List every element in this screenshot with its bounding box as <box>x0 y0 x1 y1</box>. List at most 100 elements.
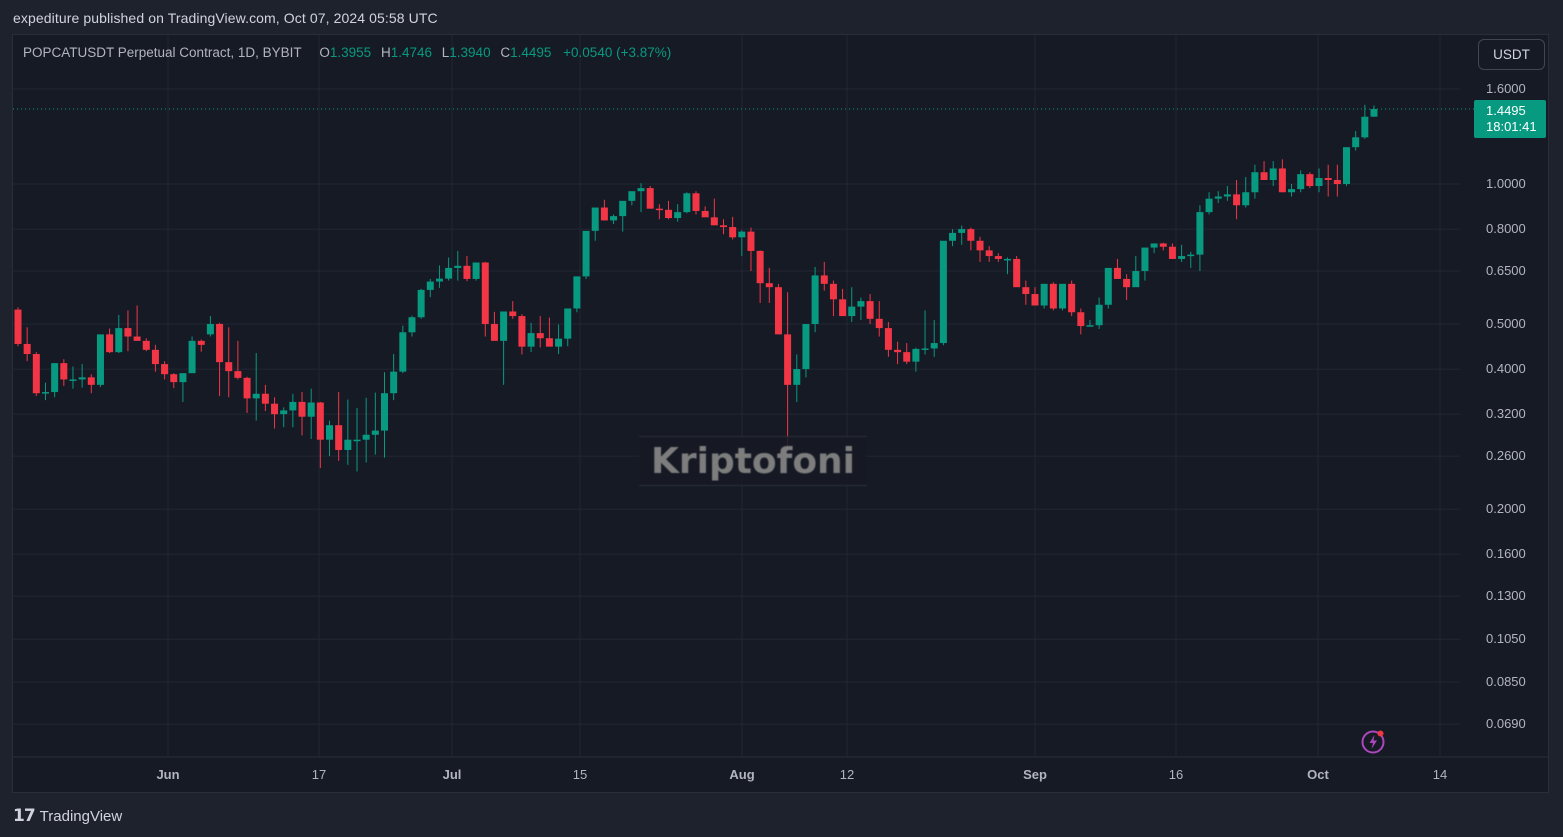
last-price-tag: 1.4495 18:01:41 <box>1474 100 1546 138</box>
candle-down <box>774 287 782 335</box>
candle-down <box>536 333 544 339</box>
candle-down <box>729 227 737 238</box>
high-value: 1.4746 <box>390 45 432 60</box>
candle-down <box>1233 194 1241 206</box>
candle-up <box>380 393 388 431</box>
candle-down <box>967 229 975 241</box>
candle-up <box>848 306 856 317</box>
candle-down <box>509 311 517 317</box>
candle-up <box>307 402 315 417</box>
candle-up <box>1214 196 1222 199</box>
y-tick-label: 0.4000 <box>1486 361 1526 377</box>
candle-up <box>1004 258 1012 261</box>
candle-down <box>124 328 132 337</box>
symbol-title[interactable]: POPCATUSDT Perpetual Contract, 1D, BYBIT <box>23 45 302 60</box>
candle-up <box>1095 304 1103 326</box>
ohlc-legend: POPCATUSDT Perpetual Contract, 1D, BYBIT… <box>23 45 671 60</box>
candle-up <box>1150 243 1158 248</box>
x-tick-label: 16 <box>1168 767 1184 782</box>
candle-up <box>69 379 77 381</box>
candle-up <box>445 267 453 279</box>
candle-up <box>1178 256 1186 259</box>
candle-up <box>426 281 434 290</box>
candle-up <box>289 401 297 411</box>
candle-up <box>1352 137 1360 148</box>
candle-up <box>1196 212 1204 255</box>
close-label: C <box>500 45 511 60</box>
candle-up <box>454 265 462 268</box>
candle-up <box>738 231 746 238</box>
candle-down <box>1123 278 1131 288</box>
candle-down <box>665 209 673 219</box>
candle-down <box>1159 243 1167 247</box>
candle-down <box>225 362 233 372</box>
candle-down <box>1260 172 1268 180</box>
y-tick-label: 0.8000 <box>1486 221 1526 237</box>
candle-up <box>930 343 938 349</box>
candle-down <box>106 334 114 353</box>
candle-down <box>271 403 279 415</box>
candle-up <box>51 363 59 393</box>
x-tick-label: Jul <box>442 767 462 782</box>
open-value: 1.3955 <box>329 45 372 60</box>
candle-up <box>939 240 947 344</box>
candle-up <box>1370 109 1378 117</box>
candle-down <box>1324 178 1332 180</box>
candle-down <box>216 324 224 363</box>
candle-down <box>1049 283 1057 309</box>
candle-down <box>820 275 828 284</box>
candle-down <box>463 265 471 279</box>
candle-up <box>674 212 682 219</box>
y-tick-label: 0.1600 <box>1486 546 1526 562</box>
x-tick-label: 12 <box>839 767 855 782</box>
candle-up <box>472 262 480 279</box>
candle-down <box>655 208 663 211</box>
candle-down <box>747 231 755 251</box>
candle-down <box>692 193 700 211</box>
candle-down <box>234 371 242 378</box>
y-tick-label: 0.1300 <box>1486 588 1526 604</box>
candle-down <box>243 377 251 399</box>
candle-down <box>875 318 883 329</box>
candle-up <box>408 317 416 333</box>
candle-up <box>527 333 535 347</box>
candle-up <box>793 369 801 385</box>
candle-up <box>628 191 636 201</box>
publish-info: expediture published on TradingView.com,… <box>13 10 438 26</box>
candle-up <box>353 439 361 442</box>
candle-down <box>701 210 709 218</box>
candle-down <box>839 299 847 317</box>
candle-down <box>60 363 68 380</box>
candle-down <box>1022 287 1030 295</box>
candle-down <box>316 402 324 440</box>
candle-down <box>1031 294 1039 306</box>
candle-down <box>1113 267 1121 279</box>
candle-down <box>197 340 205 345</box>
candle-down <box>600 207 608 221</box>
candle-up <box>417 289 425 318</box>
candle-down <box>161 364 169 375</box>
candle-down <box>884 328 892 350</box>
y-tick-label: 1.6000 <box>1486 81 1526 97</box>
currency-button[interactable]: USDT <box>1478 39 1545 70</box>
candle-down <box>1068 283 1076 313</box>
candle-up <box>582 230 590 277</box>
candle-up <box>280 410 288 415</box>
candle-down <box>1306 174 1314 187</box>
candle-up <box>683 193 691 213</box>
tradingview-footer[interactable]: 17 TradingView <box>13 806 122 826</box>
candle-down <box>261 393 269 404</box>
change-value: +0.0540 (+3.87%) <box>563 45 672 60</box>
flash-notification-icon[interactable] <box>1360 727 1388 755</box>
candle-up <box>921 348 929 350</box>
candle-down <box>481 262 489 325</box>
candle-down <box>765 283 773 288</box>
candle-up <box>1251 172 1259 193</box>
candle-up <box>371 430 379 435</box>
candle-up <box>949 232 957 241</box>
candle-up <box>802 324 810 370</box>
high-label: H <box>380 45 391 60</box>
candle-up <box>1086 325 1094 327</box>
candle-down <box>994 256 1002 259</box>
